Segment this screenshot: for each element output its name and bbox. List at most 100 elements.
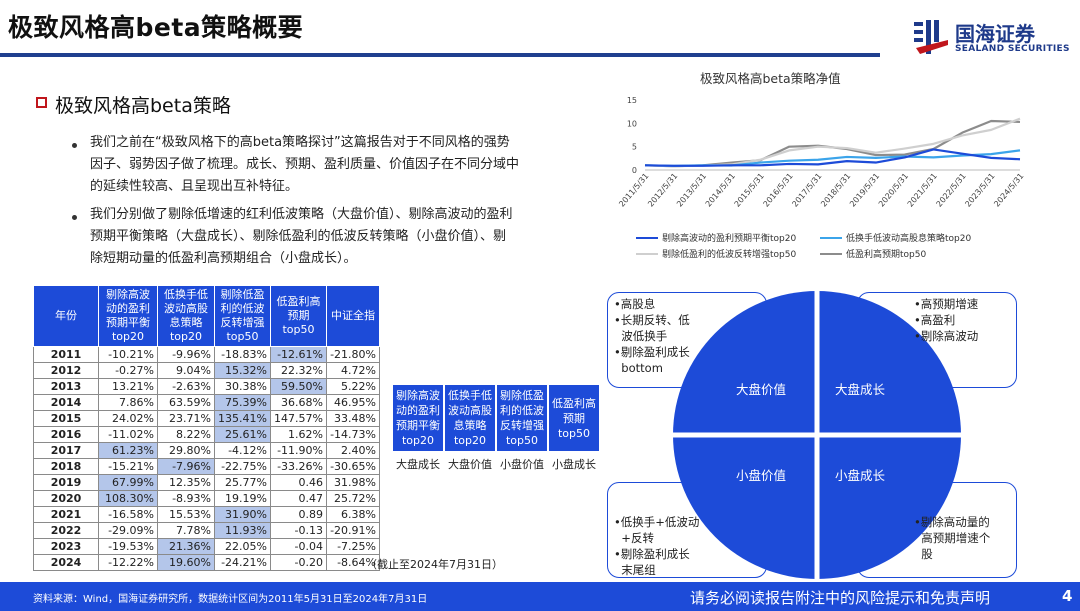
return-cell: -2.63% (157, 378, 215, 395)
legend-header-line: 息策略 (453, 419, 487, 432)
table-body: 2011 -10.21% -9.96% -18.83% -12.61% -21.80% 20… (33, 346, 380, 571)
note-line: •高预期增速 (914, 297, 979, 311)
return-cell: -21.80% (326, 346, 380, 363)
return-cell: 11.93% (214, 522, 271, 539)
year-cell: 2024 (33, 554, 99, 571)
legend-strategy-header: 剔除高波 动的盈利 预期平衡 top20 (393, 385, 443, 451)
return-cell: 5.22% (326, 378, 380, 395)
legend-header-line: top50 (505, 434, 539, 447)
legend-label: 剔除低盈利的低波反转增强top50 (662, 250, 797, 260)
footer-bar (0, 582, 1080, 611)
return-cell: 46.95% (326, 394, 380, 411)
column-header-line: 动的盈利 (106, 302, 150, 315)
return-cell: -12.61% (270, 346, 327, 363)
legend-label: 低换手低波动高股息策略top20 (846, 234, 972, 244)
return-cell: -0.20 (270, 554, 327, 571)
legend-style-row: 大盘成长 大盘价值 小盘价值 小盘成长 (393, 451, 599, 473)
column-header: 低盈利高 预期 top50 (270, 285, 327, 347)
quadrant-label-small-value: 小盘价值 (736, 468, 787, 483)
company-name: 国海证券 (955, 22, 1035, 46)
return-cell: 31.90% (214, 506, 271, 523)
legend-style-label: 小盘价值 (500, 458, 544, 471)
note-line: bottom (614, 361, 663, 375)
legend-swatch (636, 253, 658, 255)
return-cell: -14.73% (326, 426, 380, 443)
column-header-line: 反转增强 (220, 316, 265, 329)
legend-header-line: 动的盈利 (396, 404, 440, 417)
column-header-line: top20 (111, 330, 145, 343)
column-header-line: 中证全指 (331, 309, 375, 322)
y-tick-label: 0 (632, 166, 637, 175)
series-line-0 (644, 148, 1021, 167)
return-cell: 23.71% (157, 410, 215, 427)
column-header: 中证全指 (326, 285, 380, 347)
column-header-line: 低换手低 (164, 288, 208, 301)
return-cell: -29.09% (98, 522, 158, 539)
return-cell: 61.23% (98, 442, 158, 459)
return-cell: 4.72% (326, 362, 380, 379)
footer-disclaimer: 请务必阅读报告附注中的风险提示和免责声明 (690, 589, 991, 607)
return-cell: 8.22% (157, 426, 215, 443)
return-cell: 15.53% (157, 506, 215, 523)
return-cell: 30.38% (214, 378, 271, 395)
return-cell: 36.68% (270, 394, 327, 411)
bullet-line: 因子、弱势因子做了梳理。成长、预期、盈利质量、价值因子在不同分域中 (90, 157, 520, 172)
note-line: •剔除盈利成长 (614, 547, 690, 561)
year-cell: 2023 (33, 538, 99, 555)
legend-header-line: top50 (557, 426, 591, 440)
company-name-en: SEALAND SECURITIES (955, 44, 1070, 54)
return-cell: 135.41% (214, 410, 271, 427)
bullet-paragraph-1: 我们之前在“极致风格下的高beta策略探讨”这篇报告对于不同风格的强势 因子、弱… (90, 132, 519, 198)
year-cell: 2016 (33, 426, 99, 443)
return-cell: 2.40% (326, 442, 380, 459)
legend-header-line: 预期平衡 (396, 419, 440, 432)
year-cell: 2020 (33, 490, 99, 507)
legend-swatch (636, 237, 658, 239)
return-cell: 12.35% (157, 474, 215, 491)
return-cell: 31.98% (326, 474, 380, 491)
legend-header-line: 预期 (563, 411, 585, 425)
legend-header-line: 低盈利高 (552, 396, 596, 410)
series-line-3 (644, 119, 1021, 168)
return-cell: -11.02% (98, 426, 158, 443)
return-cell: -0.13 (270, 522, 327, 539)
column-header-line: 年份 (55, 309, 77, 322)
return-cell: -7.25% (326, 538, 380, 555)
return-cell: 9.04% (157, 362, 215, 379)
year-cell: 2022 (33, 522, 99, 539)
return-cell: -8.93% (157, 490, 215, 507)
section-marker-icon (36, 97, 47, 108)
page-title: 极致风格高beta策略概要 (8, 13, 304, 42)
year-cell: 2021 (33, 506, 99, 523)
return-cell: 0.47 (270, 490, 327, 507)
return-cell: -9.96% (157, 346, 215, 363)
year-cell: 2018 (33, 458, 99, 475)
return-cell: 1.62% (270, 426, 327, 443)
note-line: 末尾组 (614, 563, 656, 577)
column-header-line: 剔除低盈 (220, 288, 265, 301)
table-row: 2018 -15.21% -7.96% -22.75% -33.26% -30.65% (33, 458, 380, 475)
footer-source: 资料来源：Wind，国海证券研究所，数据统计区间为2011年5月31日至2024… (33, 594, 428, 605)
year-cell: 2013 (33, 378, 99, 395)
note-text-small-value: •低换手+低波动 +反转 •剔除盈利成长 末尾组 (614, 514, 699, 578)
style-legend-table: 剔除高波 动的盈利 预期平衡 top20 低换手低 波动高股 息策略 top20 剔除低盈 利的低… (391, 385, 601, 473)
table-row: 2017 61.23% 29.80% -4.12% -11.90% 2.40% (33, 442, 380, 459)
chart-title: 极致风格高beta策略净值 (700, 71, 841, 86)
return-cell: -24.21% (214, 554, 271, 571)
year-cell: 2011 (33, 346, 99, 363)
return-cell: -11.90% (270, 442, 327, 459)
legend-header-line: 低换手低 (448, 389, 492, 402)
return-cell: 19.19% (214, 490, 271, 507)
return-cell: 25.61% (214, 426, 271, 443)
table-row: 2022 -29.09% 7.78% 11.93% -0.13 -20.91% (33, 522, 380, 539)
column-header-line: 波动高股 (164, 302, 208, 315)
column-header-line: 利的低波 (220, 302, 265, 315)
y-tick-label: 15 (627, 96, 637, 105)
annual-returns-table: 年份 剔除高波 动的盈利 预期平衡 top20 低换手低 波动高股 息策略 top20 剔除低盈利… (33, 285, 380, 571)
table-row: 2023 -19.53% 21.36% 22.05% -0.04 -7.25% (33, 538, 380, 555)
table-header-row: 年份 剔除高波 动的盈利 预期平衡 top20 低换手低 波动高股 息策略 top20 剔除低盈利… (33, 285, 380, 347)
bullet-line: 预期平衡策略（大盘成长）、剔除低盈利的低波反转策略（小盘价值）、剔 (90, 229, 507, 244)
column-header-line: 息策略 (169, 316, 203, 329)
return-cell: 29.80% (157, 442, 215, 459)
company-logo-icon (914, 20, 948, 54)
